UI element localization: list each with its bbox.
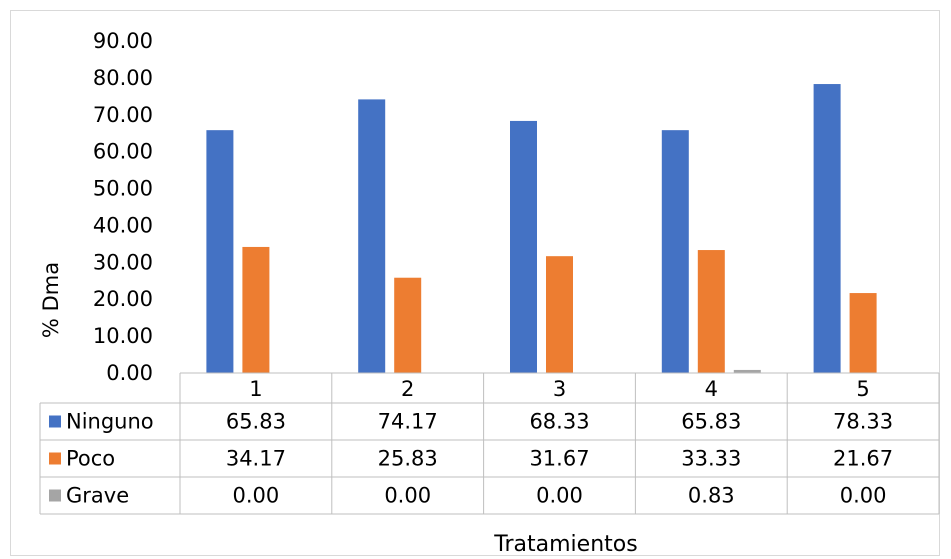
- legend-label: Poco: [66, 447, 115, 471]
- x-tick-label: 5: [856, 377, 869, 401]
- legend-label: Ninguno: [66, 410, 154, 434]
- data-label: 0.00: [384, 484, 431, 508]
- y-axis-label: % Dma: [39, 262, 63, 338]
- chart-frame: [10, 10, 940, 556]
- x-tick-label: 1: [249, 377, 262, 401]
- data-table: 1 2 3 4 5 Ninguno 65.83 74.17 68.33 65.83 78.33 Poc…: [39, 372, 940, 515]
- y-tick-label: 40.00: [93, 213, 153, 237]
- bar-ninguno-2: [358, 99, 386, 373]
- x-tick-label: 3: [553, 377, 566, 401]
- data-label: 0.83: [688, 484, 735, 508]
- data-label: 21.67: [833, 447, 893, 471]
- data-label: 74.17: [378, 410, 438, 434]
- y-tick-label: 10.00: [93, 324, 153, 348]
- y-tick-label: 80.00: [93, 66, 153, 90]
- data-label: 0.00: [536, 484, 583, 508]
- y-axis-ticks: 0.00 10.00 20.00 30.00 40.00 50.00 60.00 70.00 8…: [93, 29, 153, 385]
- legend-label: Grave: [66, 484, 129, 508]
- legend-swatch-grave: [49, 489, 61, 502]
- bar-poco-3: [546, 256, 573, 373]
- bar-poco-5: [849, 293, 877, 373]
- y-tick-label: 50.00: [93, 177, 153, 201]
- data-label: 0.00: [233, 484, 280, 508]
- bar-ninguno-1: [206, 130, 234, 373]
- bar-poco-2: [394, 277, 422, 373]
- x-axis-label: Tratamientos: [493, 532, 637, 557]
- data-label: 65.83: [226, 410, 286, 434]
- bar-ninguno-3: [510, 120, 537, 373]
- data-label: 31.67: [529, 447, 589, 471]
- y-tick-label: 70.00: [93, 103, 153, 127]
- bar-ninguno-5: [813, 84, 841, 374]
- y-tick-label: 0.00: [106, 361, 153, 385]
- data-label: 65.83: [681, 410, 741, 434]
- data-label: 33.33: [681, 447, 741, 471]
- bar-grave-4: [733, 369, 761, 373]
- data-label: 0.00: [840, 484, 887, 508]
- data-label: 34.17: [226, 447, 286, 471]
- data-label: 78.33: [833, 410, 893, 434]
- legend-swatch-poco: [49, 452, 61, 465]
- data-label: 25.83: [378, 447, 438, 471]
- y-tick-label: 90.00: [93, 29, 153, 53]
- legend-swatch-ninguno: [49, 415, 61, 428]
- bar-poco-1: [242, 246, 270, 373]
- x-tick-label: 2: [401, 377, 414, 401]
- bars: [206, 84, 877, 374]
- y-tick-label: 60.00: [93, 140, 153, 164]
- bar-poco-4: [697, 250, 725, 373]
- data-label: 68.33: [529, 410, 589, 434]
- y-tick-label: 30.00: [93, 250, 153, 274]
- bar-ninguno-4: [661, 130, 689, 373]
- x-tick-label: 4: [705, 377, 718, 401]
- y-tick-label: 20.00: [93, 287, 153, 311]
